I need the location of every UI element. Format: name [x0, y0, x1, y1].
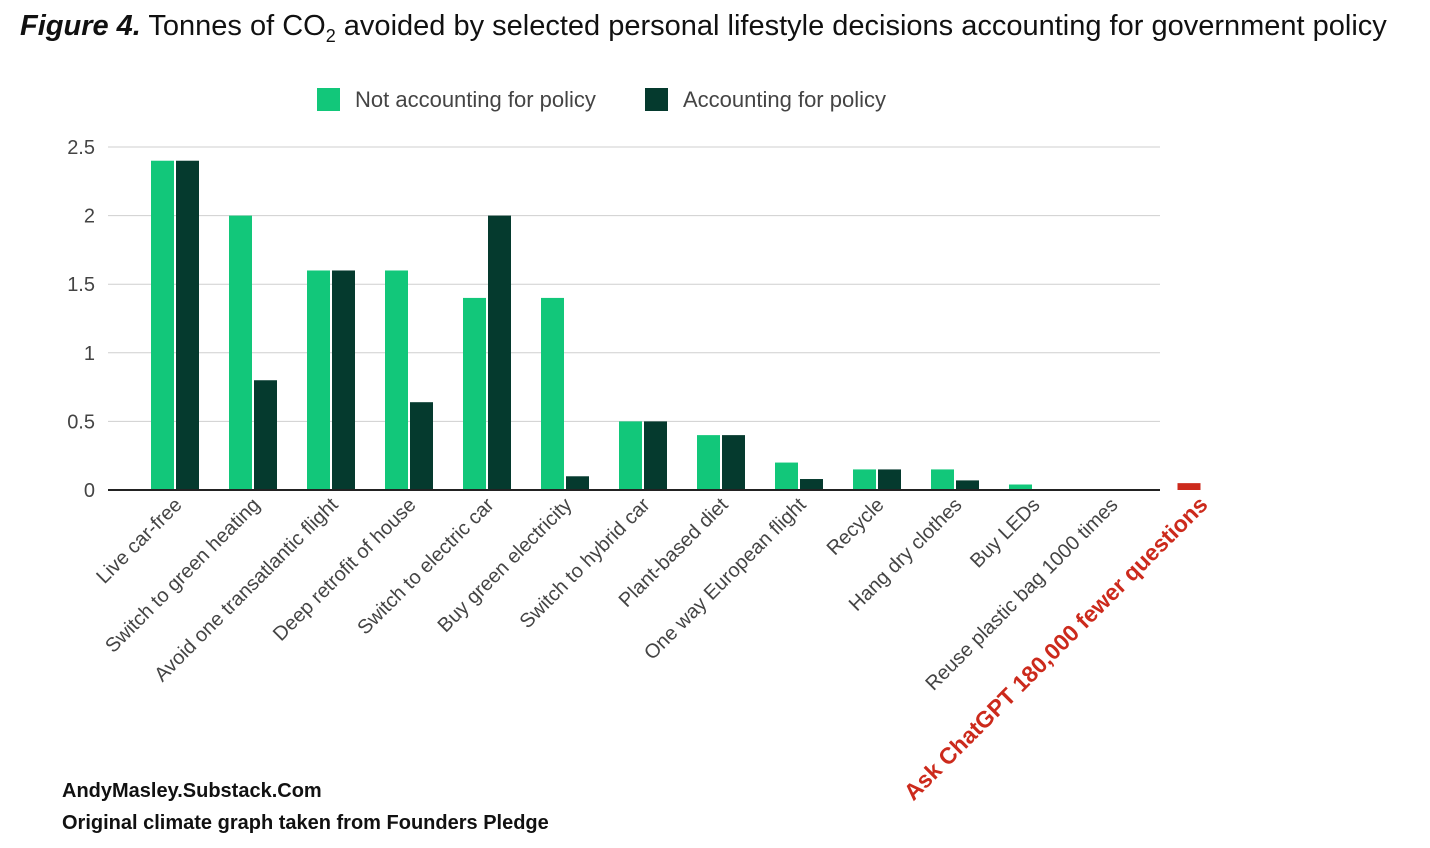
bar-not-accounting-for-policy-buy-green-electricity: [541, 297, 564, 490]
figure-label: Figure 4.: [20, 10, 141, 42]
bar-accounting-for-policy-recycle: [878, 469, 901, 490]
bar-not-accounting-for-policy-switch-to-electric-car: [463, 297, 486, 490]
bar-not-accounting-for-policy-live-car-free: [151, 160, 174, 490]
y-tick-label: 2: [84, 206, 95, 228]
bar-accounting-for-policy-deep-retrofit-of-house: [410, 402, 433, 490]
title-subscript: 2: [325, 25, 336, 46]
bar-accounting-for-policy-avoid-one-transatlantic-flight: [332, 270, 355, 490]
y-tick-label: 0.5: [67, 411, 95, 433]
bar-highlight-ask-chatgpt-180-000-fewer-questions: [1177, 483, 1201, 490]
title-text-after: avoided by selected personal lifestyle d…: [335, 10, 1387, 42]
bar-not-accounting-for-policy-one-way-european-flight: [775, 462, 798, 490]
bar-accounting-for-policy-switch-to-hybrid-car: [644, 421, 667, 490]
bar-accounting-for-policy-switch-to-electric-car: [488, 215, 511, 490]
x-label-buy-green-electricity: Buy green electricity: [434, 494, 577, 637]
legend-swatch-not-accounting-for-policy: [317, 88, 340, 111]
x-label-recycle: Recycle: [823, 494, 889, 560]
y-tick-label: 0: [84, 480, 95, 502]
legend-label-not-accounting-for-policy: Not accounting for policy: [355, 87, 596, 112]
chart-title: Figure 4. Tonnes of CO2 avoided by selec…: [20, 10, 1425, 47]
bars: [151, 160, 1201, 490]
bar-not-accounting-for-policy-switch-to-green-heating: [229, 215, 252, 490]
legend-label-accounting-for-policy: Accounting for policy: [683, 87, 886, 112]
credit-substack: AndyMasley.Substack.Com: [62, 780, 322, 802]
x-label-deep-retrofit-of-house: Deep retrofit of house: [269, 494, 421, 646]
credit-source: Original climate graph taken from Founde…: [62, 812, 549, 834]
bar-accounting-for-policy-plant-based-diet: [722, 435, 745, 490]
y-axis: 0 0.5 1 1.5 2 2.5: [67, 137, 95, 502]
x-label-switch-to-electric-car: Switch to electric car: [353, 494, 498, 639]
bar-accounting-for-policy-one-way-european-flight: [800, 479, 823, 490]
bar-accounting-for-policy-hang-dry-clothes: [956, 480, 979, 490]
bar-accounting-for-policy-live-car-free: [176, 160, 199, 490]
x-label-switch-to-hybrid-car: Switch to hybrid car: [516, 494, 655, 633]
y-tick-label: 1: [84, 343, 95, 365]
bar-accounting-for-policy-switch-to-green-heating: [254, 380, 277, 490]
bar-not-accounting-for-policy-buy-leds: [1009, 484, 1032, 490]
x-label-one-way-european-flight: One way European flight: [640, 494, 811, 665]
bar-not-accounting-for-policy-plant-based-diet: [697, 435, 720, 490]
bar-accounting-for-policy-buy-green-electricity: [566, 476, 589, 490]
legend-swatch-accounting-for-policy: [645, 88, 668, 111]
chart-legend: Not accounting for policy Accounting for …: [317, 87, 886, 112]
title-text-before: Tonnes of CO: [148, 10, 326, 42]
bar-not-accounting-for-policy-avoid-one-transatlantic-flight: [307, 270, 330, 490]
x-label-switch-to-green-heating: Switch to green heating: [101, 494, 264, 657]
bar-not-accounting-for-policy-recycle: [853, 469, 876, 490]
x-label-ask-chatgpt-180-000-fewer-questions: Ask ChatGPT 180,000 fewer questions: [899, 491, 1213, 805]
y-tick-label: 2.5: [67, 137, 95, 159]
bar-not-accounting-for-policy-switch-to-hybrid-car: [619, 421, 642, 490]
bar-not-accounting-for-policy-hang-dry-clothes: [931, 469, 954, 490]
bar-not-accounting-for-policy-deep-retrofit-of-house: [385, 270, 408, 490]
x-label-buy-leds: Buy LEDs: [966, 494, 1044, 572]
y-tick-label: 1.5: [67, 274, 95, 296]
